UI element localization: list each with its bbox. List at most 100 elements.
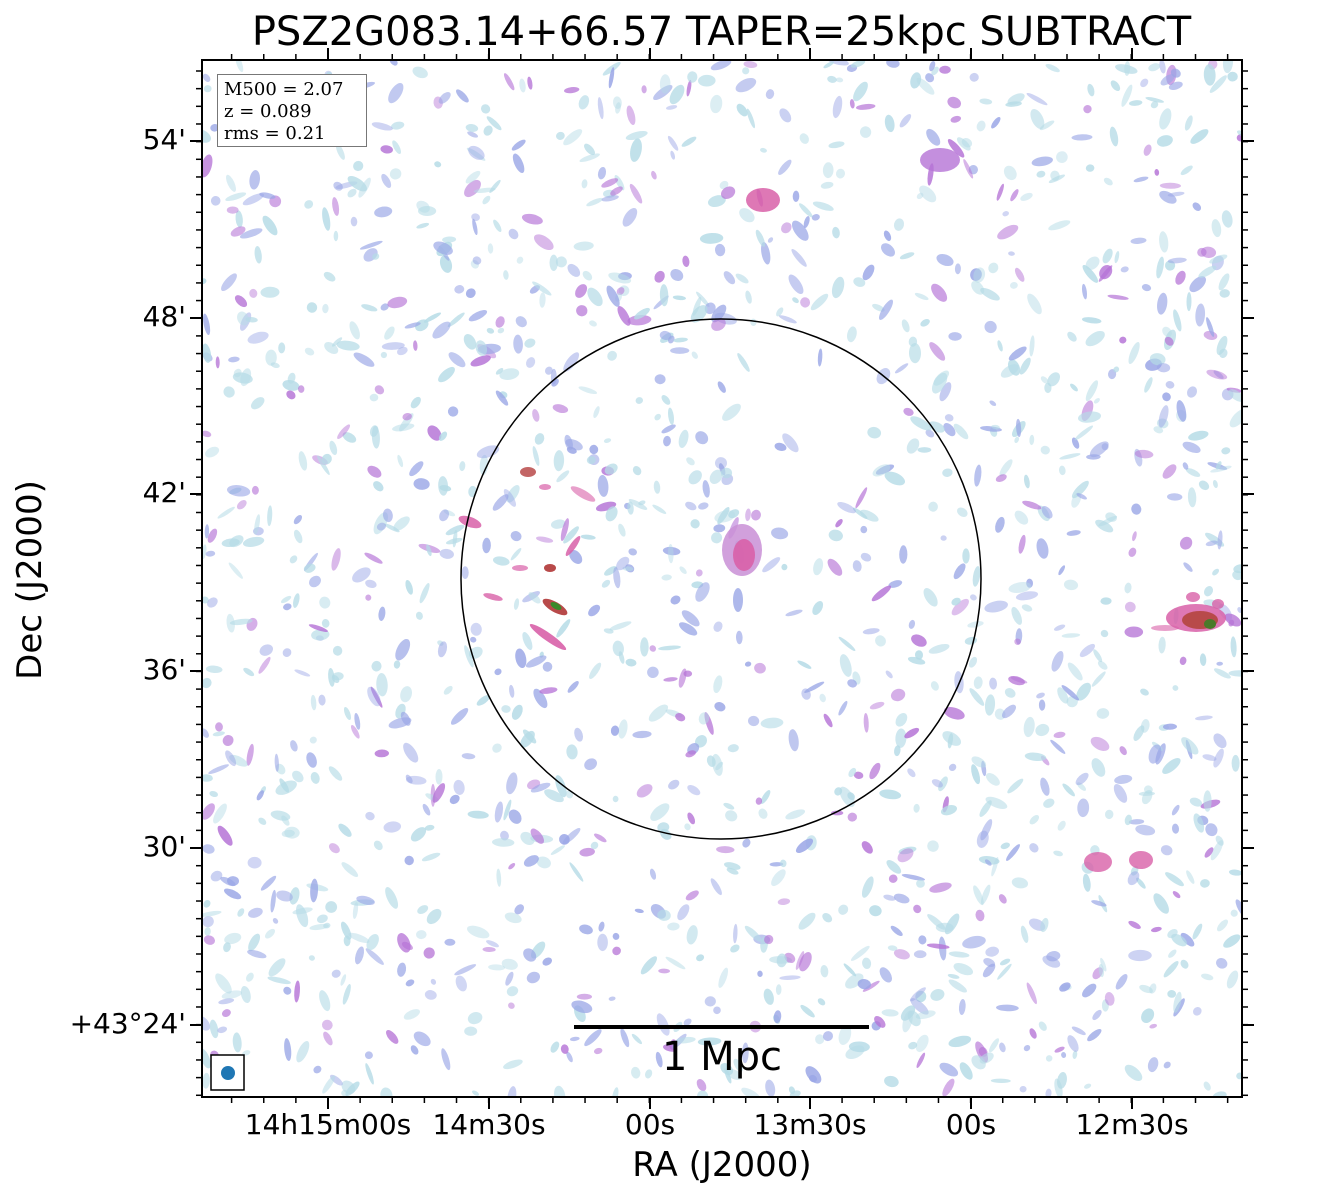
noise-blob [1048, 220, 1071, 231]
noise-blob [737, 352, 750, 372]
noise-blob [1083, 104, 1092, 114]
noise-blob [1008, 346, 1027, 361]
noise-blob [1023, 716, 1035, 738]
noise-blob [1180, 932, 1195, 947]
noise-blob [695, 431, 709, 445]
noise-blob [321, 1019, 333, 1031]
noise-blob [209, 790, 219, 798]
noise-blob [403, 1009, 420, 1020]
noise-blob [613, 567, 621, 589]
noise-blob [1172, 891, 1181, 899]
noise-blob [1124, 814, 1132, 826]
noise-blob [1104, 809, 1114, 820]
noise-blob [202, 803, 215, 820]
noise-blob [959, 1062, 973, 1080]
noise-blob [342, 984, 351, 1005]
noise-blob [389, 168, 402, 180]
noise-blob [486, 940, 499, 948]
noise-blob [601, 195, 619, 202]
noise-blob [979, 1052, 994, 1064]
noise-blob [1124, 626, 1144, 638]
noise-blob [1153, 426, 1164, 434]
noise-blob [929, 61, 936, 72]
noise-blob [553, 450, 565, 472]
noise-blob [432, 783, 446, 803]
noise-blob [739, 208, 755, 223]
noise-blob [1173, 991, 1182, 1013]
noise-blob [274, 753, 279, 772]
noise-blob [863, 713, 869, 733]
noise-blob [743, 61, 758, 68]
noise-blob [763, 988, 774, 1005]
noise-blob [985, 773, 1000, 786]
noise-blob [374, 206, 393, 218]
noise-blob [1029, 814, 1040, 825]
noise-blob [207, 528, 218, 543]
noise-blob [306, 302, 318, 313]
noise-blob [1077, 798, 1090, 818]
noise-blob [340, 921, 352, 940]
noise-blob [920, 318, 930, 327]
noise-blob [1167, 989, 1177, 998]
noise-blob [678, 429, 689, 448]
noise-blob [616, 556, 630, 571]
noise-blob [991, 424, 1000, 430]
noise-blob [510, 531, 522, 542]
noise-blob [513, 598, 520, 610]
noise-blob [1058, 565, 1066, 576]
noise-blob [803, 216, 810, 228]
noise-blob [222, 735, 234, 746]
noise-blob [1205, 532, 1225, 547]
noise-blob [1109, 126, 1119, 147]
noise-blob [974, 464, 982, 487]
noise-blob [247, 331, 269, 344]
noise-blob [1081, 317, 1102, 324]
noise-blob [1171, 823, 1180, 834]
noise-blob [641, 85, 647, 94]
noise-blob [985, 946, 1000, 957]
noise-blob [597, 166, 607, 180]
noise-blob [323, 1031, 333, 1046]
noise-blob [1171, 804, 1180, 816]
noise-blob [1179, 656, 1187, 665]
noise-blob [1081, 283, 1088, 300]
noise-blob [1168, 949, 1177, 958]
noise-blob [670, 595, 681, 605]
noise-blob [1209, 254, 1228, 264]
x-tick-label: 14h15m00s [244, 1108, 412, 1141]
noise-blob [1159, 231, 1169, 253]
noise-blob [1228, 869, 1242, 876]
noise-blob [564, 434, 573, 450]
noise-blob [709, 469, 723, 485]
noise-blob [687, 812, 696, 825]
axis-ticks [190, 48, 1254, 1109]
noise-blob [839, 654, 852, 677]
noise-blob [310, 771, 320, 784]
noise-blob [1091, 671, 1106, 687]
x-tick-label: 12m30s [1075, 1108, 1189, 1141]
radio-emission-sources [458, 148, 1226, 872]
noise-blob [1027, 293, 1042, 315]
noise-blob [467, 810, 489, 819]
noise-blob [1050, 739, 1066, 754]
noise-blob [612, 946, 621, 956]
noise-blob [573, 241, 594, 251]
noise-blob [686, 457, 695, 466]
noise-blob [524, 338, 536, 348]
noise-blob [217, 1026, 228, 1034]
noise-blob [413, 478, 430, 490]
noise-blob [1159, 190, 1177, 204]
noise-blob [862, 957, 872, 969]
noise-blob [514, 904, 525, 915]
noise-blob [670, 268, 684, 282]
noise-blob [1210, 840, 1224, 861]
noise-blob [242, 193, 265, 206]
noise-blob [276, 890, 293, 902]
noise-blob [848, 767, 857, 778]
noise-blob [413, 340, 418, 351]
noise-blob [620, 1028, 630, 1048]
noise-blob [322, 207, 331, 231]
noise-blob [202, 677, 212, 689]
noise-blob [782, 433, 799, 453]
noise-blob [823, 713, 833, 728]
